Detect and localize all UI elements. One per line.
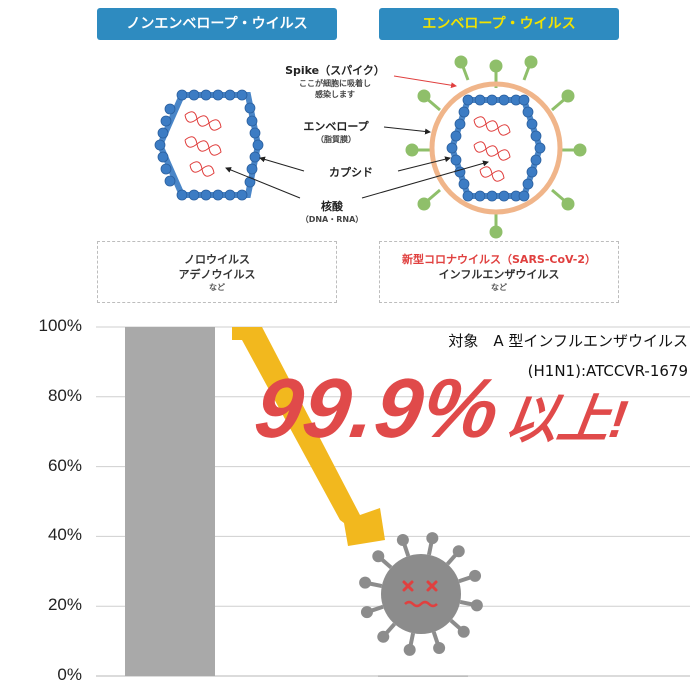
envelope-examples-box: 新型コロナウイルス（SARS-CoV-2） インフルエンザウイルス など	[379, 241, 619, 303]
pointer-lines	[225, 75, 489, 199]
reduction-headline: 99.9%以上!	[249, 360, 635, 457]
y-tick-label: 80%	[47, 385, 82, 405]
headline-number: 99.9%	[249, 361, 506, 455]
bar-after	[378, 675, 468, 677]
headline-text: 以上!	[501, 391, 631, 449]
non-envelope-examples-box: ノロウイルス アデノウイルス など	[97, 241, 337, 303]
y-tick-label: 60%	[47, 455, 82, 475]
envelope-label: エンベロープ （脂質膜）	[303, 120, 369, 144]
y-tick-label: 100%	[38, 316, 82, 335]
test-target-line1: 対象 A 型インフルエンザウイルス	[448, 332, 688, 350]
y-tick-label: 40%	[47, 525, 82, 545]
non-envelope-virus-title: ノンエンベロープ・ウイルス	[97, 8, 337, 40]
capsid-label: カプシド	[329, 166, 373, 179]
envelope-virus-icon	[405, 55, 587, 239]
y-tick-label: 0%	[57, 665, 82, 684]
reduction-arrow-icon	[232, 327, 385, 546]
bar-before	[125, 327, 215, 676]
spike-label: Spike（スパイク） ここが細胞に吸着し 感染します	[285, 64, 385, 99]
nucleic-acid-label: 核酸 （DNA・RNA）	[300, 200, 364, 224]
dead-virus-icon	[359, 532, 483, 656]
test-target-line2: (H1N1):ATCCVR-1679	[527, 362, 688, 380]
envelope-virus-title: エンベロープ・ウイルス	[379, 8, 619, 40]
non-envelope-virus-icon	[154, 89, 264, 201]
y-tick-label: 20%	[47, 595, 82, 615]
virus-structure-diagram	[154, 55, 587, 239]
